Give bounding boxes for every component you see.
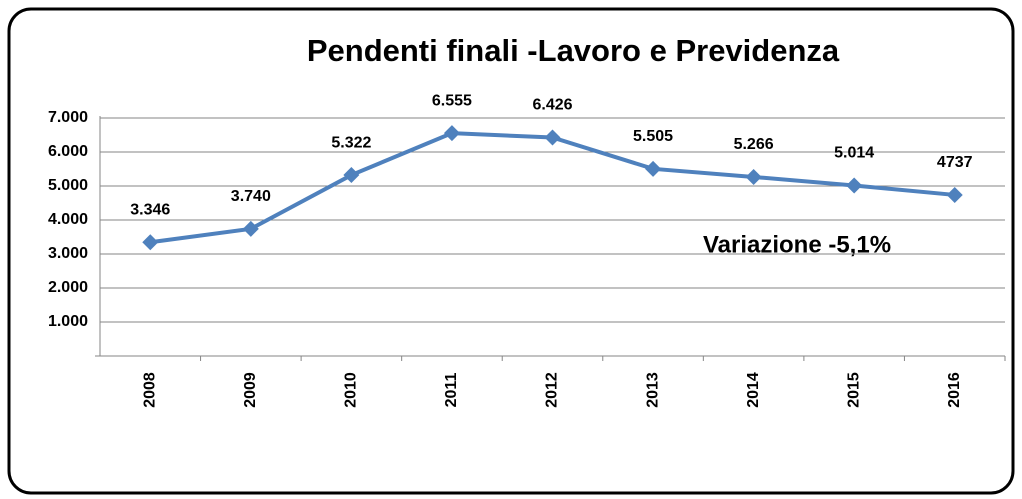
y-tick-label: 4.000 [48, 211, 88, 228]
data-label: 3.740 [231, 188, 271, 205]
x-tick-label: 2014 [745, 372, 762, 408]
marker [745, 168, 762, 185]
marker [343, 167, 360, 184]
y-tick-label: 7.000 [48, 109, 88, 126]
x-tick-label: 2008 [141, 372, 158, 408]
marker [443, 125, 460, 142]
x-tick-label: 2015 [845, 372, 862, 408]
marker [142, 234, 159, 251]
y-tick-label: 3.000 [48, 245, 88, 262]
y-tick-label: 5.000 [48, 177, 88, 194]
y-tick-label: 6.000 [48, 143, 88, 160]
data-label: 5.014 [834, 145, 874, 162]
data-label: 6.555 [432, 92, 472, 109]
data-label: 3.346 [130, 201, 170, 218]
y-tick-label: 2.000 [48, 279, 88, 296]
data-label: 6.426 [532, 97, 572, 114]
marker [242, 220, 259, 237]
data-label: 5.505 [633, 128, 673, 145]
marker [544, 129, 561, 146]
data-label: 5.266 [734, 136, 774, 153]
data-label: 4737 [937, 154, 973, 171]
marker [645, 160, 662, 177]
x-tick-label: 2016 [946, 372, 963, 408]
marker [846, 177, 863, 194]
x-tick-label: 2013 [644, 372, 661, 408]
x-tick-label: 2010 [343, 372, 360, 408]
chart-title: Pendenti finali -Lavoro e Previdenza [307, 33, 840, 68]
x-tick-label: 2011 [443, 373, 460, 408]
chart-border [7, 7, 1015, 495]
x-tick-label: 2009 [242, 372, 259, 408]
data-label: 5.322 [331, 134, 371, 151]
marker [946, 186, 963, 203]
x-tick-label: 2012 [544, 372, 561, 408]
y-tick-label: 1.000 [48, 313, 88, 330]
